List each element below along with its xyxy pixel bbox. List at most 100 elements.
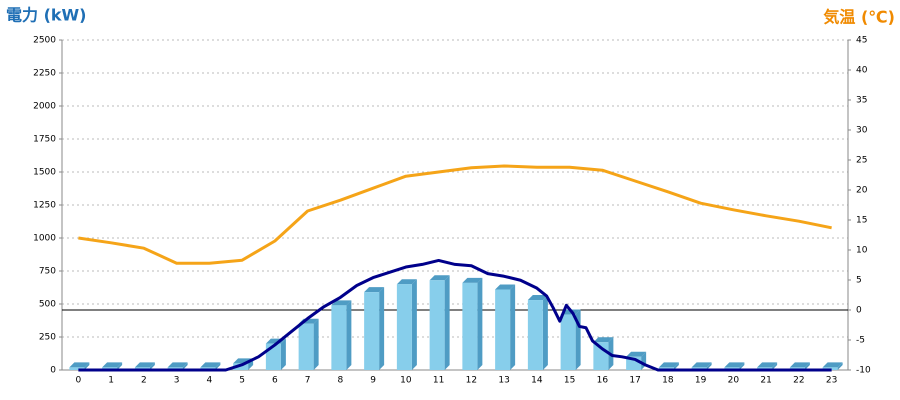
bar-top <box>396 279 417 285</box>
bar-top <box>626 351 647 357</box>
bar <box>298 323 314 370</box>
y-tick-label: 1500 <box>33 168 56 178</box>
y-tick-label: 1000 <box>33 234 56 244</box>
x-tick-label: 3 <box>174 376 180 386</box>
x-tick-label: 15 <box>564 376 575 386</box>
x-tick-label: 16 <box>597 376 609 386</box>
x-tick-label: 12 <box>466 376 477 386</box>
bar-top <box>429 275 450 281</box>
x-tick-label: 0 <box>76 376 82 386</box>
bar-side <box>477 277 483 370</box>
bar-top <box>822 362 843 368</box>
bar-top <box>724 362 745 368</box>
x-tick-label: 21 <box>760 376 771 386</box>
y-tick-label: 2500 <box>33 36 56 46</box>
x-tick-label: 9 <box>370 376 376 386</box>
bar-side <box>444 275 450 370</box>
bar-top <box>462 277 483 283</box>
bar <box>527 300 543 370</box>
bar-side <box>280 338 286 370</box>
y2-tick-label: 10 <box>856 246 868 256</box>
x-tick-label: 4 <box>207 376 213 386</box>
bar-top <box>658 362 679 368</box>
bar-top <box>200 362 221 368</box>
y2-tick-label: 0 <box>856 306 862 316</box>
x-tick-label: 6 <box>272 376 278 386</box>
bar-top <box>495 284 516 290</box>
bar <box>331 305 347 370</box>
bar <box>396 284 412 370</box>
y-tick-label: 750 <box>39 267 56 277</box>
bar-side <box>510 284 516 370</box>
bar-top <box>102 362 123 368</box>
x-tick-label: 14 <box>531 376 543 386</box>
y-tick-label: 2000 <box>33 102 56 112</box>
bar-top <box>789 362 810 368</box>
bar-top <box>364 287 385 293</box>
bar-side <box>84 362 90 370</box>
y-tick-label: 250 <box>39 333 56 343</box>
bar-top <box>167 362 188 368</box>
bar-side <box>673 362 679 370</box>
bar-side <box>379 287 385 370</box>
y2-tick-label: 20 <box>856 186 868 196</box>
bar-side <box>117 362 123 370</box>
y2-tick-label: 45 <box>856 36 867 46</box>
y2-tick-label: 5 <box>856 276 862 286</box>
bar <box>429 280 445 370</box>
x-tick-label: 8 <box>338 376 344 386</box>
x-tick-label: 7 <box>305 376 311 386</box>
bar <box>364 292 380 370</box>
y-tick-label: 2250 <box>33 69 56 79</box>
bar-top <box>69 362 90 368</box>
bar <box>560 314 576 370</box>
bar-top <box>527 295 548 301</box>
power-line <box>78 258 832 372</box>
x-tick-label: 19 <box>695 376 707 386</box>
y-tick-label: 1250 <box>33 201 56 211</box>
x-tick-label: 11 <box>433 376 444 386</box>
bar-side <box>837 362 843 370</box>
x-tick-label: 23 <box>826 376 837 386</box>
bar-top <box>691 362 712 368</box>
y2-axis-title: 気温 (℃) <box>823 8 895 27</box>
x-tick-label: 20 <box>728 376 740 386</box>
x-tick-label: 10 <box>400 376 412 386</box>
bar <box>495 289 511 370</box>
bar-side <box>739 362 745 370</box>
x-tick-label: 1 <box>108 376 114 386</box>
y-tick-label: 500 <box>39 300 56 310</box>
x-tick-label: 18 <box>662 376 674 386</box>
bar-top <box>331 300 352 306</box>
bar-top <box>757 362 778 368</box>
x-tick-label: 13 <box>498 376 509 386</box>
x-tick-label: 2 <box>141 376 147 386</box>
x-tick-label: 5 <box>239 376 245 386</box>
y-tick-label: 0 <box>50 366 56 376</box>
y-tick-label: 1750 <box>33 135 56 145</box>
x-tick-label: 17 <box>629 376 640 386</box>
bar-top <box>134 362 155 368</box>
y2-tick-label: 35 <box>856 96 867 106</box>
y2-tick-label: -10 <box>856 366 871 376</box>
y2-tick-label: 15 <box>856 216 867 226</box>
temperature-line <box>78 164 832 265</box>
bar-side <box>149 362 155 370</box>
bar-side <box>215 362 221 370</box>
y2-tick-label: -5 <box>856 336 865 346</box>
bar-side <box>542 295 548 370</box>
bar-side <box>313 318 319 370</box>
bar <box>462 282 478 370</box>
bar-top <box>593 337 614 343</box>
bar-side <box>706 362 712 370</box>
y2-tick-label: 25 <box>856 156 867 166</box>
y2-tick-label: 30 <box>856 126 868 136</box>
bar-side <box>182 362 188 370</box>
bar <box>69 367 85 370</box>
bar-side <box>411 279 417 370</box>
bar-side <box>804 362 810 370</box>
y-axis-title: 電力 (kW) <box>6 6 87 25</box>
y2-tick-label: 40 <box>856 66 868 76</box>
